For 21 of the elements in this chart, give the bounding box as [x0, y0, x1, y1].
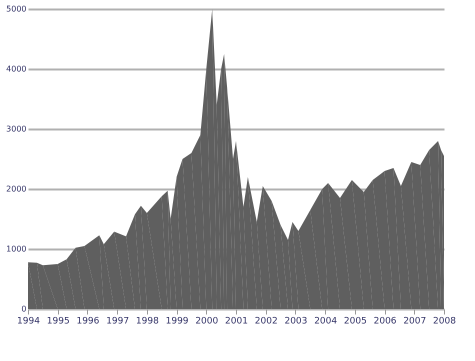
- y-tick-label: 5000: [6, 4, 26, 14]
- y-tick-label: 1000: [6, 244, 26, 254]
- x-tick-label: 2007: [403, 316, 426, 326]
- x-tick-label: 1995: [46, 316, 70, 326]
- y-tick-label: 0: [21, 304, 26, 314]
- x-tick-label: 1997: [106, 316, 130, 326]
- y-tick-label: 4000: [6, 64, 26, 74]
- x-tick-label: 2001: [225, 316, 248, 326]
- x-tick-label: 1994: [17, 316, 40, 326]
- x-tick-label: 1996: [76, 316, 100, 326]
- x-tick-label: 1999: [166, 316, 189, 326]
- x-tick-label: 2000: [195, 316, 219, 326]
- x-tick-label: 2002: [254, 316, 278, 326]
- x-tick-label: 2003: [284, 316, 308, 326]
- x-tick-label: 2004: [314, 316, 338, 326]
- y-tick-label: 2000: [6, 184, 26, 194]
- x-tick-label: 2005: [344, 316, 367, 326]
- y-tick-label: 3000: [6, 124, 26, 134]
- x-tick-label: 2006: [374, 316, 397, 326]
- x-tick-label: 2008: [433, 316, 456, 326]
- x-tick-label: 1998: [136, 316, 160, 326]
